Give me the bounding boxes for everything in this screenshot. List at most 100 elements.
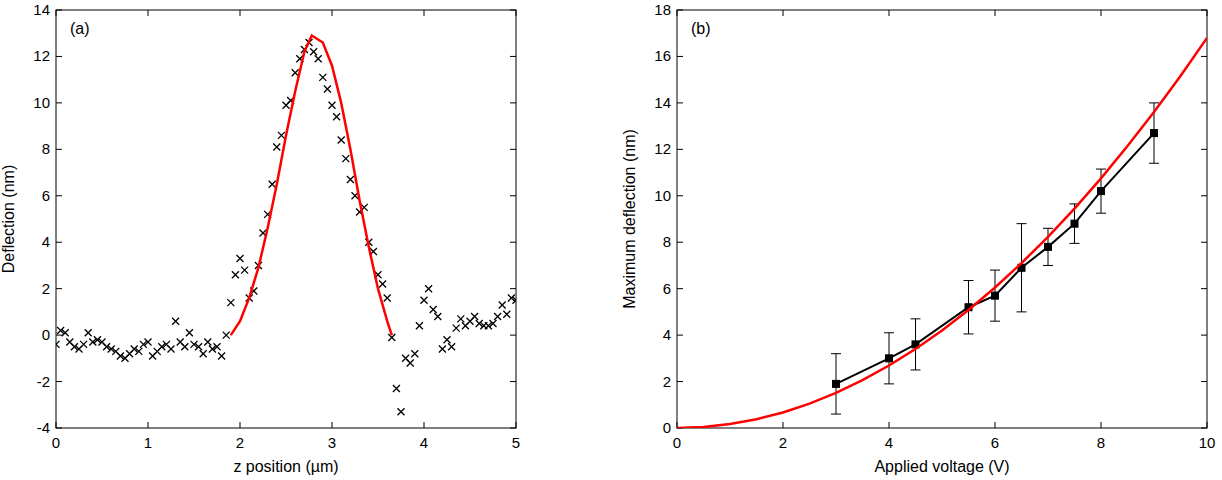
error-bar [884, 333, 894, 384]
y-tick-label: 0 [663, 419, 671, 436]
data-point [278, 132, 285, 139]
series-line [677, 38, 1207, 428]
x-tick [995, 422, 996, 428]
data-point [453, 325, 460, 332]
y-tick-label: 12 [33, 47, 50, 64]
y-tick [677, 381, 683, 382]
data-point [1071, 220, 1078, 227]
data-point [241, 267, 248, 274]
data-point [513, 297, 517, 304]
panel-label: (b) [691, 20, 711, 37]
y-tick [56, 288, 62, 289]
data-point [421, 297, 428, 304]
y-tick [56, 195, 62, 196]
data-point [145, 339, 152, 346]
x-tick-label: 0 [52, 434, 60, 451]
y-tick [510, 102, 516, 103]
y-tick-label: 6 [42, 187, 50, 204]
x-tick [148, 10, 149, 16]
x-tick [332, 10, 333, 16]
panel: 012345-4-202468101214z position (µm)Defl… [0, 1, 520, 475]
x-tick [148, 422, 149, 428]
x-tick-label: 1 [144, 434, 152, 451]
error-bar [831, 354, 841, 414]
data-point [416, 322, 423, 329]
y-tick [1201, 149, 1207, 150]
y-tick-label: 14 [33, 1, 50, 18]
y-tick [510, 381, 516, 382]
data-point [992, 292, 999, 299]
x-tick-label: 4 [885, 434, 893, 451]
y-tick [56, 56, 62, 57]
y-tick-label: 6 [663, 280, 671, 297]
y-tick [1201, 428, 1207, 429]
data-point [490, 320, 497, 327]
data-point [407, 359, 414, 366]
data-point [135, 348, 142, 355]
y-tick-label: 12 [654, 140, 671, 157]
y-tick [56, 428, 62, 429]
y-tick [677, 242, 683, 243]
x-tick [677, 10, 678, 16]
y-tick-label: 0 [42, 326, 50, 343]
y-tick [510, 195, 516, 196]
data-point [329, 102, 336, 109]
panel: 0246810024681012141618Applied voltage (V… [621, 1, 1215, 475]
x-tick [1101, 422, 1102, 428]
x-tick [995, 10, 996, 16]
y-tick [1201, 335, 1207, 336]
data-point [218, 353, 225, 360]
data-point [80, 341, 87, 348]
x-tick-label: 8 [1097, 434, 1105, 451]
plot-frame [56, 10, 516, 428]
data-point [237, 255, 244, 262]
x-tick [783, 10, 784, 16]
data-point [1045, 243, 1052, 250]
data-point [62, 329, 69, 336]
y-tick-label: 14 [654, 94, 671, 111]
x-tick [889, 422, 890, 428]
y-tick [510, 242, 516, 243]
data-point [319, 74, 326, 81]
x-tick-label: 2 [779, 434, 787, 451]
y-tick-label: 2 [42, 280, 50, 297]
y-tick-label: -2 [37, 373, 50, 390]
y-tick [510, 149, 516, 150]
data-point [56, 341, 60, 348]
y-tick [56, 381, 62, 382]
data-group [677, 38, 1207, 428]
data-point [186, 329, 193, 336]
data-point [1151, 130, 1158, 137]
x-tick [516, 422, 517, 428]
x-axis-label: Applied voltage (V) [874, 458, 1009, 475]
x-tick-label: 6 [991, 434, 999, 451]
data-point [503, 311, 510, 318]
y-tick [510, 428, 516, 429]
x-tick [1101, 10, 1102, 16]
panel-label: (a) [70, 20, 90, 37]
x-tick [56, 10, 57, 16]
y-tick [510, 56, 516, 57]
y-tick [1201, 56, 1207, 57]
figure: 012345-4-202468101214z position (µm)Defl… [0, 0, 1222, 480]
data-point [457, 315, 464, 322]
data-point [333, 113, 340, 120]
x-tick [56, 422, 57, 428]
x-tick [783, 422, 784, 428]
y-tick [510, 288, 516, 289]
y-tick-label: 8 [663, 233, 671, 250]
x-tick-label: 4 [420, 434, 428, 451]
data-point [471, 313, 478, 320]
data-point [398, 408, 405, 415]
data-point [393, 385, 400, 392]
y-tick [1201, 381, 1207, 382]
data-point [310, 48, 317, 55]
data-point [379, 281, 386, 288]
data-point [315, 55, 322, 62]
data-point [204, 339, 211, 346]
data-point [444, 336, 451, 343]
data-point [232, 271, 239, 278]
x-tick-label: 10 [1199, 434, 1216, 451]
data-point [347, 176, 354, 183]
y-tick [56, 102, 62, 103]
